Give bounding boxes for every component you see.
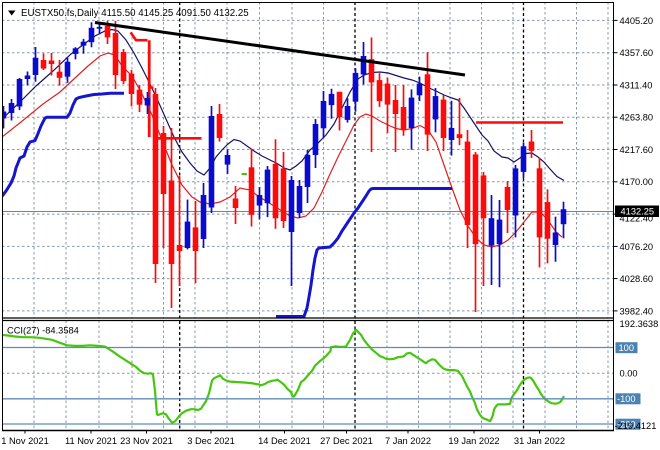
svg-text:0.00: 0.00 bbox=[620, 369, 638, 379]
svg-text:4132.25: 4132.25 bbox=[621, 207, 655, 217]
svg-text:1 Nov 2021: 1 Nov 2021 bbox=[1, 436, 49, 446]
svg-text:CCI(27) -84.3584: CCI(27) -84.3584 bbox=[7, 326, 79, 336]
svg-text:31 Jan 2022: 31 Jan 2022 bbox=[514, 436, 565, 446]
svg-text:23 Nov 2021: 23 Nov 2021 bbox=[120, 436, 173, 446]
svg-text:27 Dec 2021: 27 Dec 2021 bbox=[320, 436, 373, 446]
svg-text:192.3638: 192.3638 bbox=[620, 319, 659, 329]
svg-text:EUSTX50.fs,Daily 4115.50 4145: EUSTX50.fs,Daily 4115.50 4145.25 4091.50… bbox=[21, 8, 249, 19]
svg-text:14 Dec 2021: 14 Dec 2021 bbox=[258, 436, 311, 446]
svg-text:4263.80: 4263.80 bbox=[620, 113, 654, 123]
svg-text:4217.60: 4217.60 bbox=[620, 145, 654, 155]
svg-text:4028.60: 4028.60 bbox=[620, 274, 654, 284]
svg-text:3982.40: 3982.40 bbox=[620, 306, 654, 316]
svg-text:4076.20: 4076.20 bbox=[620, 242, 654, 252]
svg-text:-219.4121: -219.4121 bbox=[615, 421, 657, 431]
svg-text:-100: -100 bbox=[617, 394, 636, 404]
svg-text:19 Jan 2022: 19 Jan 2022 bbox=[448, 436, 499, 446]
svg-text:4122.40: 4122.40 bbox=[620, 213, 654, 223]
svg-text:7 Jan 2022: 7 Jan 2022 bbox=[385, 436, 431, 446]
svg-text:4311.40: 4311.40 bbox=[620, 80, 653, 90]
svg-text:4405.20: 4405.20 bbox=[620, 16, 654, 26]
svg-text:-200: -200 bbox=[617, 419, 636, 429]
svg-text:11 Nov 2021: 11 Nov 2021 bbox=[65, 436, 117, 446]
svg-text:3 Dec 2021: 3 Dec 2021 bbox=[187, 436, 235, 446]
svg-text:100: 100 bbox=[619, 343, 635, 353]
svg-text:4357.60: 4357.60 bbox=[620, 48, 654, 58]
svg-text:4170.00: 4170.00 bbox=[620, 177, 654, 187]
